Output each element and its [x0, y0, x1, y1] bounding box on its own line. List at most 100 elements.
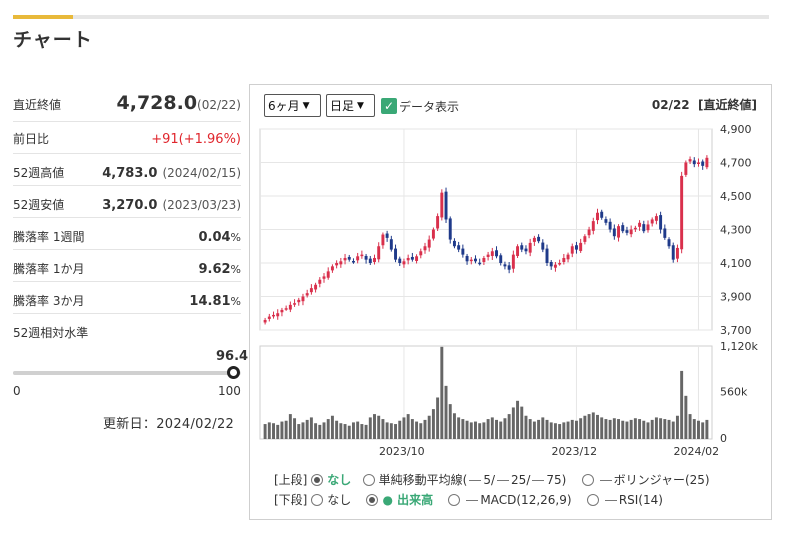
candle-body [591, 221, 595, 231]
radio-upper-none[interactable] [311, 473, 324, 486]
volume-bar [562, 422, 566, 439]
range-bar [13, 366, 241, 379]
volume-bar [347, 425, 351, 439]
radio-bollinger[interactable] [581, 473, 594, 486]
change-value: +91(+1.96%) [151, 132, 241, 147]
candle-body [625, 230, 629, 233]
volume-bar [625, 421, 629, 439]
stat-row-52w-low: 52週安値 3,270.0 (2023/03/23) [13, 186, 241, 218]
volume-bar [545, 419, 549, 439]
volume-bar [659, 418, 663, 439]
stat-label: 前日比 [13, 132, 50, 146]
candle-body [516, 246, 520, 256]
low-value: 3,270.0 [102, 198, 158, 213]
price-tick-label: 4,500 [720, 190, 752, 203]
candle-body [671, 245, 675, 260]
volume-bar [431, 409, 435, 439]
volume-bar [490, 417, 494, 439]
high-value: 4,783.0 [102, 166, 158, 181]
volume-bar [465, 420, 469, 439]
candle-body [419, 251, 423, 256]
candle-body [272, 314, 275, 317]
candle-body [339, 261, 343, 265]
volume-bar [503, 418, 507, 439]
volume-bar [537, 419, 541, 439]
candle-body [280, 309, 284, 313]
stat-row-3m: 騰落率 3か月 14.81% [13, 282, 241, 314]
volume-bar [385, 422, 389, 439]
candle-body [377, 246, 381, 260]
radio-label: 単純移動平均線(5/25/75) [378, 473, 567, 487]
volume-bar [516, 400, 520, 439]
candle-body [638, 222, 642, 227]
volume-bar [343, 424, 347, 439]
candle-body [423, 246, 427, 251]
range-knob [226, 366, 240, 379]
volume-bar [297, 424, 301, 439]
volume-bar [461, 419, 465, 439]
volume-tick-label: 1,120k [720, 340, 758, 353]
pct-unit: % [230, 295, 241, 308]
volume-bar [398, 420, 402, 439]
volume-bar [335, 420, 339, 439]
volume-bar [360, 424, 364, 439]
candle-body [596, 212, 599, 221]
radio-rsi[interactable] [586, 493, 599, 506]
radio-lower-none[interactable] [311, 493, 324, 506]
interval-select[interactable]: 日足 ▼ [326, 94, 375, 117]
stat-label: 52週高値 [13, 166, 65, 180]
radio-volume[interactable] [366, 493, 379, 506]
candle-body [642, 224, 646, 232]
data-display-checkbox[interactable]: ✓ [381, 98, 397, 114]
range-label: 52週相対水準 [13, 326, 89, 340]
volume-bar [330, 415, 334, 439]
volume-bar [474, 421, 477, 439]
candle-body [415, 256, 419, 261]
upper-panel-controls: [上段] なし 単純移動平均線(5/25/75) ボリンジャー(25) [274, 471, 710, 488]
radio-sma[interactable] [362, 473, 375, 486]
candle-body [326, 271, 330, 278]
candle-body [301, 296, 305, 302]
volume-tick-label: 0 [720, 432, 727, 445]
volume-bar [263, 424, 267, 439]
radio-macd[interactable] [448, 493, 461, 506]
volume-bar [511, 407, 515, 439]
radio-label: なし [327, 473, 352, 487]
volume-bar [415, 421, 419, 439]
chevron-down-icon: ▼ [302, 100, 310, 111]
candle-body [360, 254, 364, 257]
candle-body [322, 276, 326, 279]
volume-bar [293, 418, 297, 439]
radio-label: ボリンジャー(25) [598, 471, 710, 488]
lower-panel-controls: [下段] なし ● 出来高 MACD(12,26,9) RSI(14) [274, 491, 663, 508]
volume-bar [457, 417, 461, 439]
candle-body [701, 161, 705, 166]
lower-label: [下段] [274, 493, 308, 507]
candle-body [314, 284, 318, 290]
volume-bar [574, 420, 578, 439]
volume-bar [642, 420, 646, 439]
candle-body [495, 250, 498, 257]
candle-body [612, 228, 616, 237]
volume-bar [322, 422, 326, 439]
period-select[interactable]: 6ヶ月 ▼ [264, 94, 321, 117]
volume-bar [587, 414, 591, 439]
candle-body [524, 248, 528, 252]
volume-bar [402, 417, 406, 439]
candle-body [490, 251, 494, 256]
volume-bar [570, 419, 574, 439]
candle-body [297, 299, 301, 303]
title-divider [13, 15, 769, 19]
volume-bar [650, 419, 654, 439]
volume-bar [469, 422, 473, 439]
candle-body [394, 248, 398, 260]
volume-bar [688, 414, 692, 439]
candle-body [465, 255, 469, 262]
chevron-down-icon: ▼ [357, 100, 364, 111]
candle-body [440, 192, 444, 218]
candle-body [574, 245, 578, 250]
candle-body [431, 229, 435, 239]
volume-bar [486, 419, 490, 439]
volume-bar [705, 419, 709, 439]
price-tick-label: 4,900 [720, 123, 752, 136]
